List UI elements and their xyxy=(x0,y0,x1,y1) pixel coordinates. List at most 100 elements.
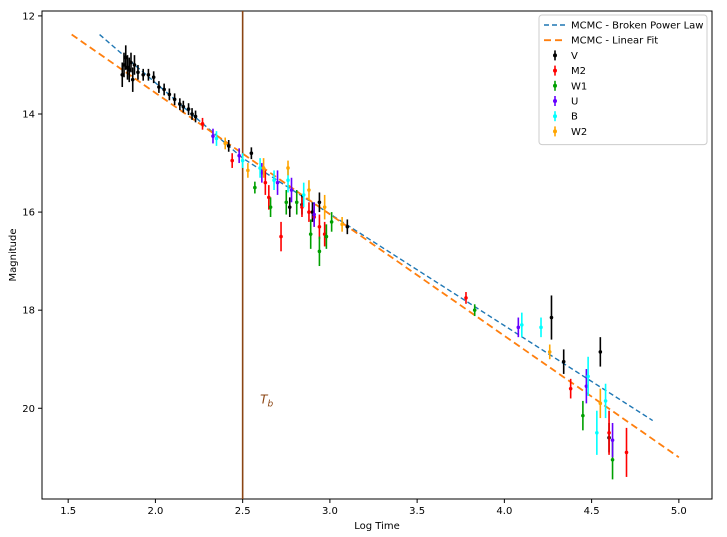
data-point xyxy=(226,144,231,148)
data-point xyxy=(123,55,128,60)
legend-label: W1 xyxy=(571,81,587,92)
data-point xyxy=(287,205,292,209)
legend-label: MCMC - Linear Fit xyxy=(571,36,658,47)
data-point xyxy=(272,178,276,183)
data-point xyxy=(146,72,151,77)
data-point xyxy=(317,249,322,254)
data-point xyxy=(268,205,273,209)
data-point xyxy=(581,413,585,418)
x-tick-label: 5.0 xyxy=(671,506,687,517)
legend-item: U xyxy=(553,96,578,108)
data-point xyxy=(130,77,135,82)
legend-item: MCMC - Broken Power Law xyxy=(544,21,703,32)
legend-item: V xyxy=(553,50,578,62)
data-point xyxy=(345,224,350,229)
data-point xyxy=(132,63,137,67)
data-point xyxy=(289,188,294,192)
data-point xyxy=(607,430,611,435)
x-tick-label: 4.5 xyxy=(584,506,600,517)
data-point xyxy=(249,151,254,156)
data-point xyxy=(260,171,264,175)
data-point xyxy=(151,75,156,80)
data-point xyxy=(568,386,573,391)
y-axis-label: Magnitude xyxy=(8,229,19,282)
data-point xyxy=(520,323,524,327)
data-series xyxy=(120,45,629,480)
data-point xyxy=(246,168,250,173)
x-axis: 1.5 2.0 2.5 3.0 3.5 4.0 4.5 5.0 xyxy=(60,499,687,517)
data-point xyxy=(286,166,290,170)
data-point xyxy=(586,374,590,379)
data-point xyxy=(329,220,334,224)
data-point xyxy=(300,205,304,209)
data-point xyxy=(162,87,166,92)
data-point xyxy=(322,205,327,209)
break-time-label: Tb xyxy=(260,392,273,409)
data-point xyxy=(129,60,133,65)
data-point xyxy=(279,234,283,239)
data-point xyxy=(286,178,290,183)
y-axis: 12 14 16 18 20 xyxy=(22,11,42,415)
data-point xyxy=(549,315,554,320)
data-point xyxy=(200,122,205,126)
series-w2 xyxy=(223,137,603,419)
data-point xyxy=(610,438,615,442)
data-point xyxy=(294,200,299,205)
data-point xyxy=(261,166,266,170)
data-point xyxy=(610,457,615,462)
data-point xyxy=(464,296,468,300)
x-tick-label: 2.5 xyxy=(235,506,251,517)
data-point xyxy=(275,180,280,185)
data-point xyxy=(472,308,477,312)
data-point xyxy=(595,430,599,435)
x-tick-label: 2.0 xyxy=(147,506,163,517)
data-point xyxy=(230,158,234,163)
data-point xyxy=(127,68,132,72)
legend-label: W2 xyxy=(571,127,587,138)
fit-lines xyxy=(71,33,680,459)
data-point xyxy=(157,85,161,89)
data-point xyxy=(186,107,191,111)
data-point xyxy=(211,134,215,138)
data-point xyxy=(598,350,603,354)
data-point xyxy=(547,350,552,354)
data-point xyxy=(120,72,125,77)
data-point xyxy=(603,399,608,403)
data-point xyxy=(136,70,140,75)
legend: MCMC - Broken Power Law MCMC - Linear Fit… xyxy=(538,14,708,146)
data-point xyxy=(317,224,322,229)
legend-point-swatch xyxy=(553,114,557,119)
x-tick-label: 1.5 xyxy=(60,506,76,517)
data-point xyxy=(172,97,177,102)
x-tick-label: 3.5 xyxy=(409,506,425,517)
data-point xyxy=(263,180,268,185)
y-tick-label: 14 xyxy=(22,109,35,120)
legend-box xyxy=(538,14,708,146)
plot-area xyxy=(41,10,713,500)
y-tick-label: 16 xyxy=(22,208,35,219)
legend-item: B xyxy=(553,111,578,123)
legend-item: MCMC - Linear Fit xyxy=(544,36,658,47)
data-point xyxy=(240,158,245,163)
series-w1 xyxy=(253,181,615,480)
legend-item: W1 xyxy=(553,80,587,92)
data-point xyxy=(258,166,262,170)
y-tick-label: 12 xyxy=(22,11,35,22)
data-point xyxy=(178,102,182,106)
fit-line-broken-power-law xyxy=(99,34,654,422)
series-m2 xyxy=(200,117,629,477)
y-tick-label: 18 xyxy=(22,306,35,317)
x-axis-label: Log Time xyxy=(354,521,400,532)
legend-label: MCMC - Broken Power Law xyxy=(571,21,703,32)
data-point xyxy=(308,232,313,236)
data-point xyxy=(193,114,198,119)
data-point xyxy=(301,193,306,197)
x-tick-label: 3.0 xyxy=(322,506,338,517)
legend-item: W2 xyxy=(553,126,587,138)
data-point xyxy=(516,325,521,330)
data-point xyxy=(317,200,322,205)
legend-label: B xyxy=(571,112,578,123)
data-point xyxy=(190,112,194,116)
data-point xyxy=(237,153,241,158)
